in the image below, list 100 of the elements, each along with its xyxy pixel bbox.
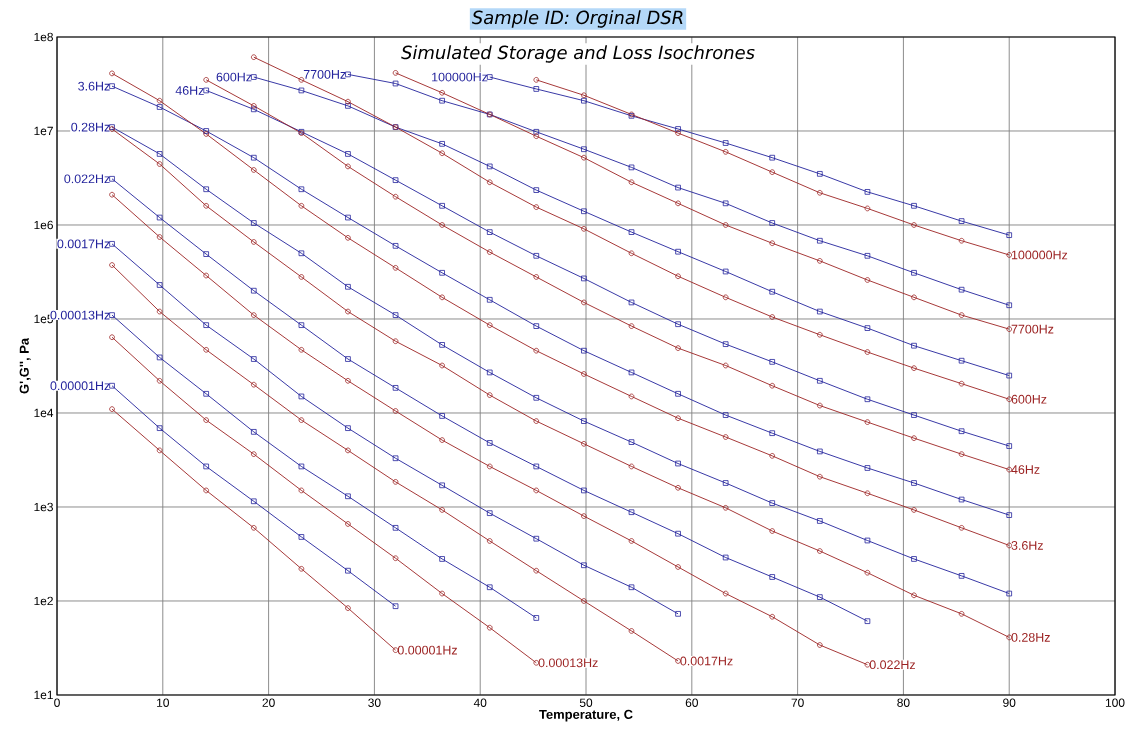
point — [864, 419, 871, 425]
point — [769, 220, 776, 226]
series-label: 3.6Hz — [78, 81, 110, 91]
point — [251, 525, 257, 531]
point — [581, 299, 587, 306]
point — [911, 342, 917, 349]
point — [722, 480, 729, 486]
point — [675, 321, 681, 328]
point — [533, 463, 540, 470]
point — [345, 447, 351, 454]
point — [769, 528, 776, 534]
point — [864, 569, 871, 576]
point — [722, 294, 729, 301]
point — [958, 451, 965, 457]
point — [628, 369, 635, 376]
point — [156, 151, 163, 157]
point — [298, 250, 305, 257]
point — [298, 417, 305, 423]
point — [392, 408, 399, 414]
x-tick-label: 10 — [157, 698, 169, 707]
point — [298, 77, 305, 83]
point — [1006, 590, 1013, 597]
point — [864, 537, 871, 544]
point — [298, 87, 305, 94]
point — [1006, 443, 1013, 449]
y-tick-label: 1e6 — [34, 220, 53, 230]
x-tick-label: 100 — [1105, 698, 1125, 707]
point — [817, 448, 823, 455]
point — [298, 274, 305, 280]
series-label: 0.022Hz — [64, 174, 110, 184]
point — [581, 562, 587, 569]
point — [628, 179, 635, 186]
point — [392, 525, 399, 531]
point — [911, 222, 917, 228]
point — [251, 106, 257, 113]
point — [675, 485, 681, 491]
point — [439, 413, 445, 419]
point — [203, 272, 209, 279]
point — [1006, 372, 1013, 379]
x-tick-label: 70 — [791, 698, 804, 707]
point — [675, 611, 681, 617]
point — [439, 222, 445, 228]
point — [486, 297, 493, 303]
point — [581, 208, 587, 215]
line-series — [109, 241, 681, 617]
point — [817, 190, 823, 196]
point — [392, 603, 399, 609]
x-tick-label: 90 — [1003, 698, 1016, 707]
point — [817, 402, 823, 409]
series-label: 0.0017Hz — [680, 656, 733, 666]
point — [392, 479, 399, 485]
point — [769, 154, 776, 161]
y-tick-label: 1e8 — [34, 32, 53, 42]
point — [581, 441, 587, 447]
point — [486, 463, 493, 470]
point — [911, 203, 917, 209]
point — [722, 200, 729, 207]
point — [156, 282, 163, 288]
point — [203, 186, 209, 193]
point — [769, 453, 776, 459]
point — [675, 273, 681, 280]
y-tick-label: 1e1 — [34, 690, 53, 700]
point — [439, 590, 445, 597]
point — [958, 380, 965, 387]
point — [675, 415, 681, 422]
point — [675, 391, 681, 397]
point — [864, 490, 871, 497]
point — [769, 359, 776, 365]
point — [769, 288, 776, 295]
point — [298, 566, 305, 572]
point — [864, 253, 871, 259]
point — [675, 248, 681, 255]
point — [817, 594, 823, 600]
point — [156, 234, 163, 240]
point — [439, 270, 445, 276]
point — [533, 204, 540, 210]
series-label: 7700Hz — [1011, 324, 1054, 334]
point — [486, 624, 493, 631]
point — [864, 349, 871, 355]
line-series — [109, 382, 399, 609]
point — [722, 341, 729, 347]
point — [581, 371, 587, 377]
point — [581, 226, 587, 232]
point — [911, 365, 917, 371]
point — [156, 97, 163, 104]
chart-subtitle: Simulated Storage and Loss Isochrones — [401, 45, 755, 63]
point — [769, 500, 776, 506]
point — [675, 345, 681, 351]
point — [911, 435, 917, 441]
point — [675, 126, 681, 132]
series-label: 46Hz — [1011, 465, 1040, 474]
point — [817, 331, 823, 338]
point — [722, 554, 729, 561]
point — [486, 584, 493, 591]
point — [251, 451, 257, 457]
series-label: 0.0017Hz — [57, 239, 110, 249]
point — [817, 308, 823, 315]
point — [581, 97, 587, 104]
point — [911, 480, 917, 486]
point — [864, 325, 871, 331]
